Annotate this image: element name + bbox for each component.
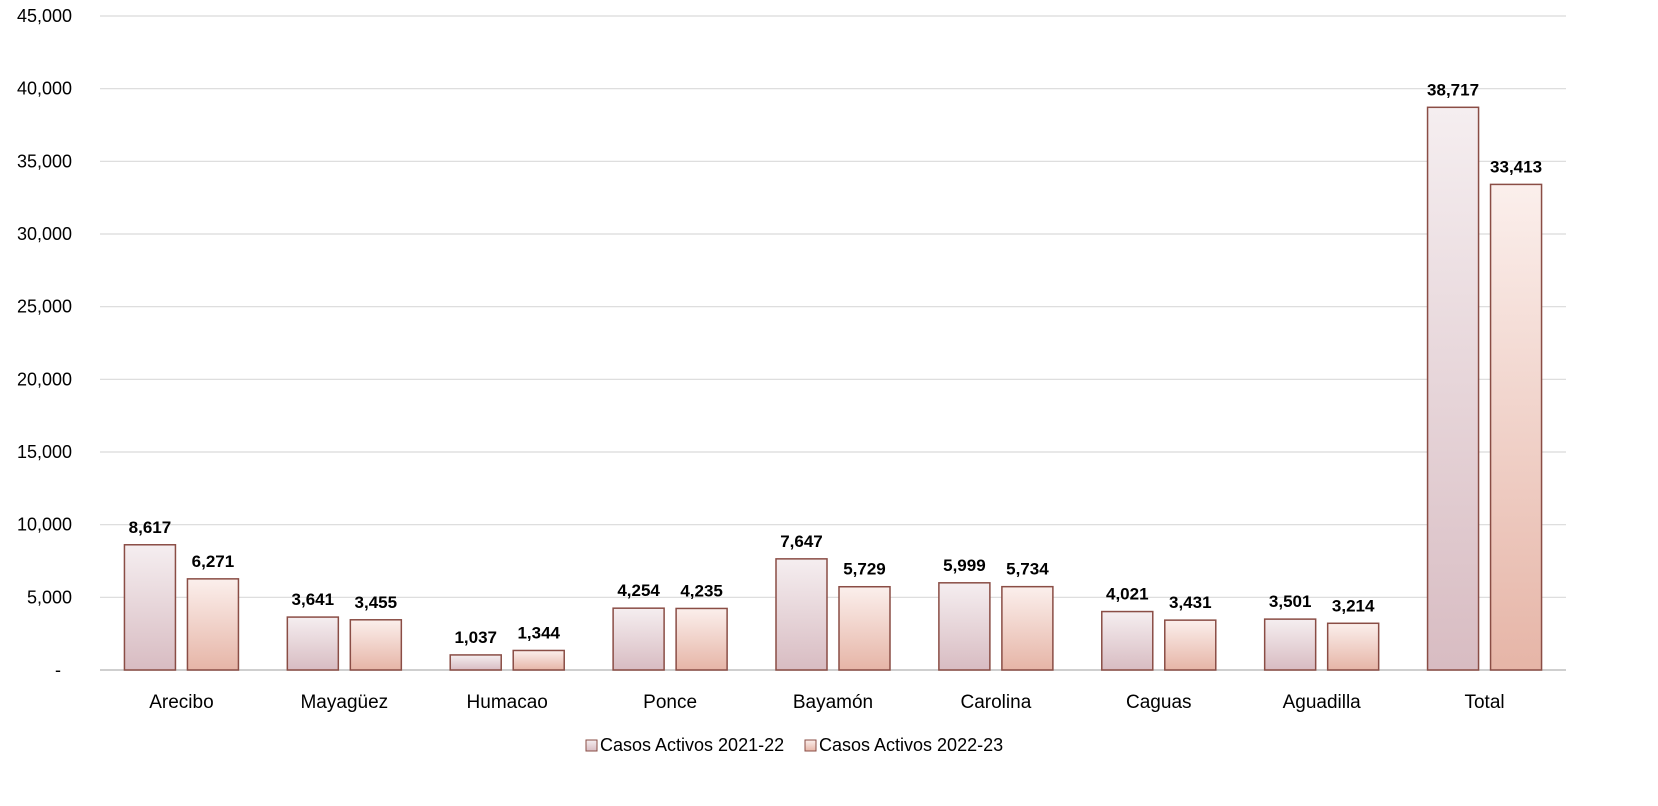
legend-label: Casos Activos 2021-22 (600, 735, 784, 755)
gridlines (100, 15, 1566, 671)
bars (123, 106, 1543, 671)
y-tick-label: 30,000 (17, 224, 72, 244)
bar (775, 558, 828, 671)
legend-swatch (804, 739, 817, 752)
data-label: 6,271 (192, 552, 235, 571)
legend-label: Casos Activos 2022-23 (819, 735, 1003, 755)
x-tick-label: Caguas (1126, 692, 1192, 713)
data-label: 3,501 (1269, 592, 1312, 611)
bar (1001, 585, 1054, 671)
data-label: 3,641 (292, 590, 335, 609)
data-labels: 8,617 6,271 3,641 3,455 1,037 1,344 4,254 4,235… (129, 80, 1542, 647)
y-tick-label: 5,000 (27, 587, 72, 607)
x-tick-label: Carolina (961, 692, 1032, 713)
data-label: 4,254 (617, 581, 660, 600)
y-tick-label: 15,000 (17, 442, 72, 462)
bar (1164, 619, 1217, 671)
data-label: 8,617 (129, 518, 172, 537)
data-label: 5,999 (943, 556, 986, 575)
y-tick-label: - (55, 660, 61, 680)
bar (1101, 610, 1154, 671)
x-tick-label: Bayamón (793, 692, 873, 713)
y-tick-label: 35,000 (17, 151, 72, 171)
bar (512, 649, 565, 671)
bar (1263, 618, 1317, 671)
x-tick-label: Ponce (643, 692, 697, 713)
y-tick-label: 20,000 (17, 369, 72, 389)
bar (1326, 622, 1380, 671)
data-label: 1,037 (454, 628, 497, 647)
data-label: 4,021 (1106, 585, 1149, 604)
bar (286, 616, 340, 671)
y-tick-label: 10,000 (17, 515, 72, 535)
bar (123, 544, 177, 671)
bar (186, 578, 240, 671)
y-tick-label: 45,000 (17, 6, 72, 26)
x-tick-label: Total (1464, 692, 1504, 713)
y-tick-label: 40,000 (17, 79, 72, 99)
bar (449, 654, 502, 671)
data-label: 5,729 (843, 560, 886, 579)
data-label: 3,214 (1332, 596, 1375, 615)
bar (349, 619, 403, 671)
x-tick-label: Humacao (467, 692, 548, 713)
data-label: 3,455 (355, 593, 398, 612)
x-tick-label: Aguadilla (1283, 692, 1362, 713)
bar (1489, 183, 1543, 671)
data-label: 1,344 (517, 623, 560, 642)
bar (612, 607, 665, 671)
bar (1426, 106, 1480, 671)
y-axis-ticks: - 5,000 10,000 15,000 20,000 25,000 30,000 35,0… (17, 6, 72, 680)
data-label: 4,235 (680, 581, 723, 600)
legend-swatch (585, 739, 598, 752)
bar (938, 582, 991, 671)
legend: Casos Activos 2021-22 Casos Activos 2022-… (585, 735, 1003, 755)
bar (675, 607, 728, 671)
data-label: 7,647 (780, 532, 823, 551)
data-label: 3,431 (1169, 593, 1212, 612)
data-label: 38,717 (1427, 80, 1479, 99)
bar (838, 585, 891, 671)
y-tick-label: 25,000 (17, 297, 72, 317)
data-label: 5,734 (1006, 560, 1049, 579)
x-axis-ticks: Arecibo Mayagüez Humacao Ponce Bayamón Caroli… (149, 692, 1504, 713)
data-label: 33,413 (1490, 157, 1542, 176)
x-tick-label: Arecibo (149, 692, 213, 713)
x-tick-label: Mayagüez (300, 692, 388, 713)
